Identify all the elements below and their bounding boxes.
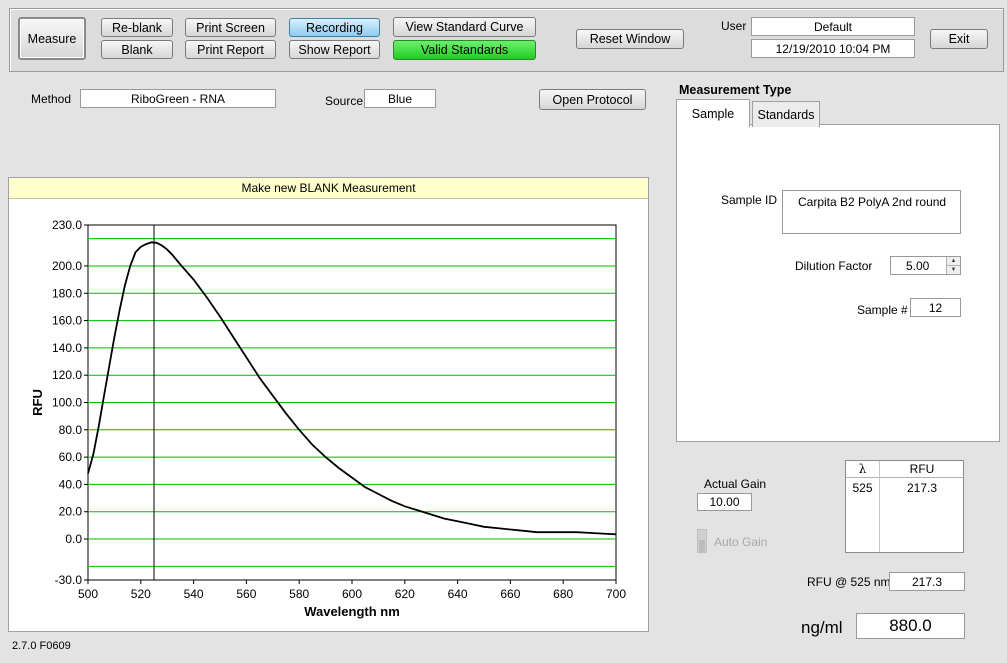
y-axis-label: RFU <box>30 389 45 416</box>
sample-number-label: Sample # <box>857 303 908 317</box>
auto-gain-label: Auto Gain <box>714 535 768 549</box>
x-tick-label: 580 <box>289 587 309 601</box>
table-divider <box>879 461 880 552</box>
y-tick-label: 200.0 <box>52 259 82 273</box>
y-tick-label: 160.0 <box>52 314 82 328</box>
chevron-up-icon[interactable]: ▲ <box>950 258 957 264</box>
x-tick-label: 520 <box>131 587 151 601</box>
y-tick-label: 20.0 <box>59 505 83 519</box>
rfu-header: RFU <box>909 462 935 476</box>
actual-gain-field: 10.00 <box>697 493 752 511</box>
rfu-at-label: RFU @ 525 nm <box>807 575 891 589</box>
print-report-button[interactable]: Print Report <box>185 40 276 59</box>
sample-id-input[interactable]: Carpita B2 PolyA 2nd round <box>782 190 961 234</box>
x-axis-label: Wavelength nm <box>304 604 400 619</box>
reblank-button[interactable]: Re-blank <box>101 18 173 37</box>
auto-gain-toggle[interactable] <box>697 529 707 553</box>
view-standard-curve-button[interactable]: View Standard Curve <box>393 17 536 37</box>
source-label: Source <box>325 94 364 108</box>
measurement-type-title: Measurement Type <box>679 83 792 97</box>
y-tick-label: 60.0 <box>59 450 83 464</box>
x-tick-label: 540 <box>184 587 204 601</box>
user-label: User <box>721 19 747 33</box>
source-field: Blue <box>364 89 436 108</box>
method-label: Method <box>31 92 72 106</box>
y-tick-label: 100.0 <box>52 396 82 410</box>
dilution-factor-value: 5.00 <box>906 258 930 273</box>
user-field: Default <box>751 17 915 36</box>
y-tick-label: 140.0 <box>52 341 82 355</box>
recording-button[interactable]: Recording <box>289 18 380 37</box>
chevron-down-icon[interactable]: ▼ <box>947 265 960 274</box>
table-row-wavelength: 525 <box>852 481 873 495</box>
concentration-unit-label: ng/ml <box>801 618 843 637</box>
x-tick-label: 660 <box>500 587 520 601</box>
concentration-field: 880.0 <box>856 613 965 639</box>
method-field: RiboGreen - RNA <box>80 89 276 108</box>
table-row-rfu: 217.3 <box>906 481 938 495</box>
y-tick-label: -30.0 <box>55 573 83 587</box>
y-tick-label: 180.0 <box>52 286 82 300</box>
lambda-header: λ <box>858 462 867 476</box>
actual-gain-label: Actual Gain <box>704 477 767 491</box>
dilution-spinner[interactable]: ▲ ▼ <box>946 257 960 274</box>
y-tick-label: 0.0 <box>65 532 82 546</box>
blank-button[interactable]: Blank <box>101 40 173 59</box>
y-tick-label: 80.0 <box>59 423 83 437</box>
show-report-button[interactable]: Show Report <box>289 40 380 59</box>
datetime-field: 12/19/2010 10:04 PM <box>751 39 915 58</box>
table-header <box>846 461 963 478</box>
rfu-spectrum-chart: 230.0 200.0 180.0 160.0 140.0 120.0 100.0 80.0 6… <box>30 218 626 619</box>
print-screen-button[interactable]: Print Screen <box>185 18 276 37</box>
dilution-factor-label: Dilution Factor <box>795 259 873 273</box>
x-tick-label: 500 <box>78 587 98 601</box>
tab-standards[interactable]: Standards <box>752 101 820 127</box>
y-tick-label: 230.0 <box>52 218 82 232</box>
y-tick-label: 120.0 <box>52 368 82 382</box>
sample-number-field[interactable]: 12 <box>910 298 961 317</box>
toggle-knob <box>699 540 705 552</box>
measurement-tab-panel <box>676 124 1000 442</box>
reset-window-button[interactable]: Reset Window <box>576 29 684 49</box>
exit-button[interactable]: Exit <box>930 29 988 49</box>
tab-sample[interactable]: Sample <box>676 99 750 127</box>
chart-banner: Make new BLANK Measurement <box>9 178 648 199</box>
rfu-at-field: 217.3 <box>889 572 965 591</box>
valid-standards-indicator[interactable]: Valid Standards <box>393 40 536 60</box>
x-tick-label: 560 <box>236 587 256 601</box>
open-protocol-button[interactable]: Open Protocol <box>539 89 646 110</box>
rfu-series-line <box>87 241 617 536</box>
x-tick-label: 680 <box>553 587 573 601</box>
y-tick-label: 40.0 <box>59 477 83 491</box>
dilution-factor-stepper[interactable]: 5.00 ▲ ▼ <box>890 256 961 275</box>
sample-id-label: Sample ID <box>721 193 778 207</box>
x-tick-label: 640 <box>448 587 468 601</box>
x-tick-label: 620 <box>395 587 415 601</box>
version-label: 2.7.0 F0609 <box>12 640 71 652</box>
x-tick-label: 700 <box>606 587 626 601</box>
measure-button[interactable]: Measure <box>18 17 86 60</box>
rfu-table: λ RFU 525 217.3 <box>845 460 964 553</box>
x-tick-label: 600 <box>342 587 362 601</box>
